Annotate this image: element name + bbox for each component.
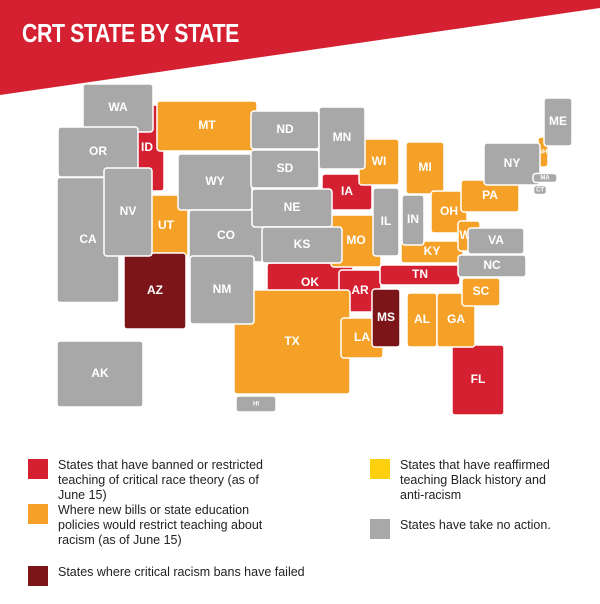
state <box>123 252 187 330</box>
legend-item: States that have reaffirmed teaching Bla… <box>370 458 570 503</box>
legend-item: Where new bills or state education polic… <box>28 503 278 548</box>
state-label: CA <box>79 232 97 246</box>
state <box>400 240 464 264</box>
state-label: ME <box>549 114 567 128</box>
state <box>318 106 366 170</box>
state-label: KY <box>424 244 441 258</box>
state <box>250 149 320 189</box>
state <box>371 288 401 348</box>
state <box>261 226 343 264</box>
state-label: MN <box>333 130 352 144</box>
state-label: NV <box>120 204 137 218</box>
legend-swatch <box>28 566 48 586</box>
state <box>401 194 425 246</box>
legend-label: States that have banned or restricted te… <box>58 458 263 502</box>
state-label: TX <box>284 334 299 348</box>
state-label: VA <box>488 233 504 247</box>
state-label: NE <box>284 200 301 214</box>
state-label: MT <box>198 118 216 132</box>
legend-item: States that have banned or restricted te… <box>28 458 278 503</box>
state-label: NH <box>539 150 548 156</box>
title: CRT STATE BY STATE <box>22 18 239 48</box>
state-label: CT <box>536 188 544 194</box>
state-label: MO <box>346 233 365 247</box>
state-label: HI <box>253 402 259 408</box>
state-label: IN <box>407 212 419 226</box>
state-label: OK <box>301 275 319 289</box>
state-label: NC <box>483 258 501 272</box>
state <box>405 141 445 195</box>
state <box>451 344 505 416</box>
state-label: UT <box>158 218 175 232</box>
title-banner <box>0 0 600 95</box>
state-label: SC <box>473 284 490 298</box>
state <box>235 395 277 413</box>
state <box>56 340 144 408</box>
state-label: FL <box>471 372 486 386</box>
state-label: NM <box>213 282 232 296</box>
state-label: GA <box>447 312 465 326</box>
state <box>461 277 501 307</box>
legend-swatch <box>370 519 390 539</box>
legend-item: States have take no action. <box>370 518 570 539</box>
legend-swatch <box>28 459 48 479</box>
state-label: WI <box>372 154 387 168</box>
state <box>372 187 400 257</box>
legend-label: States where critical racism bans have f… <box>58 565 305 579</box>
legend-label: Where new bills or state education polic… <box>58 503 263 547</box>
state-label: IA <box>341 184 353 198</box>
state <box>189 255 255 325</box>
state-label: AZ <box>147 283 163 297</box>
state <box>543 97 573 147</box>
state <box>532 172 558 184</box>
state-label: MS <box>377 310 395 324</box>
state-label: AR <box>351 283 369 297</box>
state <box>483 142 541 186</box>
state <box>467 227 525 255</box>
state-label: ND <box>276 122 294 136</box>
legend-label: States that have reaffirmed teaching Bla… <box>400 458 550 502</box>
state-label: AL <box>414 312 430 326</box>
state <box>532 184 548 196</box>
map: IDIAOKARTNFLMTUTWIMIMOTXLAALGASCKYOHWVPA… <box>0 0 600 416</box>
state-label: MI <box>418 160 431 174</box>
state-label: OH <box>440 204 458 218</box>
state-label: KS <box>294 237 311 251</box>
state <box>103 167 153 257</box>
state <box>457 254 527 278</box>
state-label: WY <box>205 174 224 188</box>
state-label: MA <box>540 176 550 182</box>
legend-item: States where critical racism bans have f… <box>28 565 328 586</box>
state-label: LA <box>354 330 370 344</box>
state-label: NY <box>504 156 521 170</box>
state-label: AK <box>91 366 109 380</box>
state-label: OR <box>89 144 107 158</box>
state-label: WA <box>108 100 128 114</box>
state-label: IL <box>381 214 392 228</box>
state-label: CO <box>217 228 235 242</box>
legend-label: States have take no action. <box>400 518 551 532</box>
legend-swatch <box>28 504 48 524</box>
state-label: PA <box>482 188 498 202</box>
state-label: TN <box>412 267 428 281</box>
state-label: SD <box>277 161 294 175</box>
legend-swatch <box>370 459 390 479</box>
state-label: ID <box>141 140 153 154</box>
